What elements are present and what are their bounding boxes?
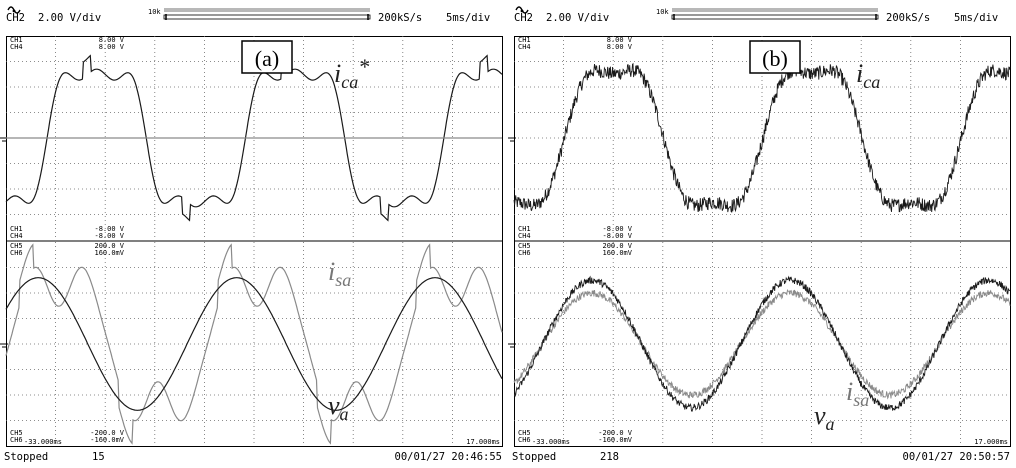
memory-bar-track <box>672 8 878 12</box>
lower-scale-bottom-value: -200.0 V <box>598 429 633 437</box>
scope-header: CH2 2.00 V/div 10k 200kS/s 5ms/div <box>514 6 998 24</box>
memory-bar-window <box>163 14 371 20</box>
annotation-i-sa: isa <box>328 257 351 290</box>
scope-panel-b: CH2 2.00 V/div 10k 200kS/s 5ms/div CH1 8.00 V C… <box>508 6 1011 463</box>
volts-per-div: 2.00 V/div <box>38 12 101 24</box>
memory-label: 10k <box>656 8 669 16</box>
lower-scale-top-value: 200.0 V <box>94 242 124 250</box>
annotation-v-a: va <box>814 401 835 434</box>
upper-scale-top-value: 8.00 V <box>607 36 633 44</box>
plot-frame <box>6 36 503 447</box>
lower-scale-bottom-value: -160.0mV <box>90 436 125 444</box>
channel-label: CH2 <box>514 12 533 24</box>
scope-panel-a: CH2 2.00 V/div 10k 200kS/s 5ms/div CH1 8.00 V C… <box>0 6 503 463</box>
annotation-i-ca: ica <box>856 59 880 92</box>
series-line-v-a <box>513 275 1011 413</box>
sample-rate: 200kS/s <box>378 12 422 24</box>
lower-scale-top-channel: CH5 <box>10 242 23 250</box>
scope-footer: Stopped 15 00/01/27 20:46:55 <box>4 451 502 463</box>
waveform-icon <box>515 6 529 14</box>
upper-scale-top-value: 8.00 V <box>99 36 125 44</box>
upper-scale-bottom-value: -8.00 V <box>602 232 632 240</box>
status-text: Stopped <box>4 451 48 463</box>
time-start: -33.000ms <box>532 438 570 446</box>
series-line-i-sa <box>513 288 1011 400</box>
lower-scale-top-channel: CH6 <box>518 249 531 257</box>
timestamp: 00/01/27 20:50:57 <box>903 451 1010 463</box>
lower-scale-bottom-value: -160.0mV <box>598 436 633 444</box>
panel-label-text: (b) <box>762 46 788 71</box>
ground-marker-icon <box>508 137 516 142</box>
time-end: 17.000ms <box>466 438 500 446</box>
volts-per-div: 2.00 V/div <box>546 12 609 24</box>
panel-label-text: (a) <box>255 46 279 71</box>
lower-scale-top-value: 160.0mV <box>94 249 124 257</box>
lower-scale-top-channel: CH5 <box>518 242 531 250</box>
memory-label: 10k <box>148 8 161 16</box>
lower-scale-top-value: 160.0mV <box>602 249 632 257</box>
lower-scale-bottom-channel: CH6 <box>10 436 23 444</box>
annotation-i-sa: isa <box>846 377 869 410</box>
acquisition-count: 15 <box>92 451 105 463</box>
lower-scale-bottom-channel: CH6 <box>518 436 531 444</box>
annotation-i-ca: ica* <box>334 54 369 92</box>
ground-marker-icon <box>0 343 8 348</box>
upper-scale-bottom-channel: CH1 <box>518 225 531 233</box>
timebase: 5ms/div <box>954 12 998 24</box>
time-start: -33.000ms <box>24 438 62 446</box>
lower-scale-bottom-value: -200.0 V <box>90 429 125 437</box>
lower-scale-top-value: 200.0 V <box>602 242 632 250</box>
lower-scale-bottom-channel: CH5 <box>518 429 531 437</box>
upper-scale-top-channel: CH1 <box>518 36 531 44</box>
series-line-i-sa <box>5 243 503 445</box>
upper-scale-bottom-value: -8.00 V <box>94 225 124 233</box>
timebase: 5ms/div <box>446 12 490 24</box>
memory-bar-window <box>671 14 879 20</box>
series-line-v-a <box>5 277 503 411</box>
upper-scale-bottom-channel: CH1 <box>10 225 23 233</box>
lower-scale-top-channel: CH6 <box>10 249 23 257</box>
panel-label: (a) <box>241 40 293 74</box>
memory-bar-track <box>164 8 370 12</box>
time-end: 17.000ms <box>974 438 1008 446</box>
lower-scale-bottom-channel: CH5 <box>10 429 23 437</box>
upper-scale-top-value: 8.00 V <box>607 43 633 51</box>
annotation-v-a: va <box>328 391 349 424</box>
grid <box>514 36 1010 446</box>
upper-scale-top-value: 8.00 V <box>99 43 125 51</box>
scope-footer: Stopped 218 00/01/27 20:50:57 <box>512 451 1010 463</box>
upper-scale-top-channel: CH4 <box>10 43 23 51</box>
upper-scale-top-channel: CH1 <box>10 36 23 44</box>
panel-label: (b) <box>749 40 801 74</box>
upper-scale-top-channel: CH4 <box>518 43 531 51</box>
series-line-i-ca <box>513 62 1011 213</box>
channel-label: CH2 <box>6 12 25 24</box>
upper-scale-bottom-channel: CH4 <box>518 232 531 240</box>
upper-scale-bottom-value: -8.00 V <box>602 225 632 233</box>
ground-marker-icon <box>508 343 516 348</box>
acquisition-count: 218 <box>600 451 619 463</box>
scope-header: CH2 2.00 V/div 10k 200kS/s 5ms/div <box>6 6 490 24</box>
series-line-i-ca- <box>5 54 503 222</box>
status-text: Stopped <box>512 451 556 463</box>
waveform-icon <box>7 6 21 14</box>
sample-rate: 200kS/s <box>886 12 930 24</box>
timestamp: 00/01/27 20:46:55 <box>395 451 502 463</box>
plot-frame <box>514 36 1011 447</box>
upper-scale-bottom-channel: CH4 <box>10 232 23 240</box>
upper-scale-bottom-value: -8.00 V <box>94 232 124 240</box>
